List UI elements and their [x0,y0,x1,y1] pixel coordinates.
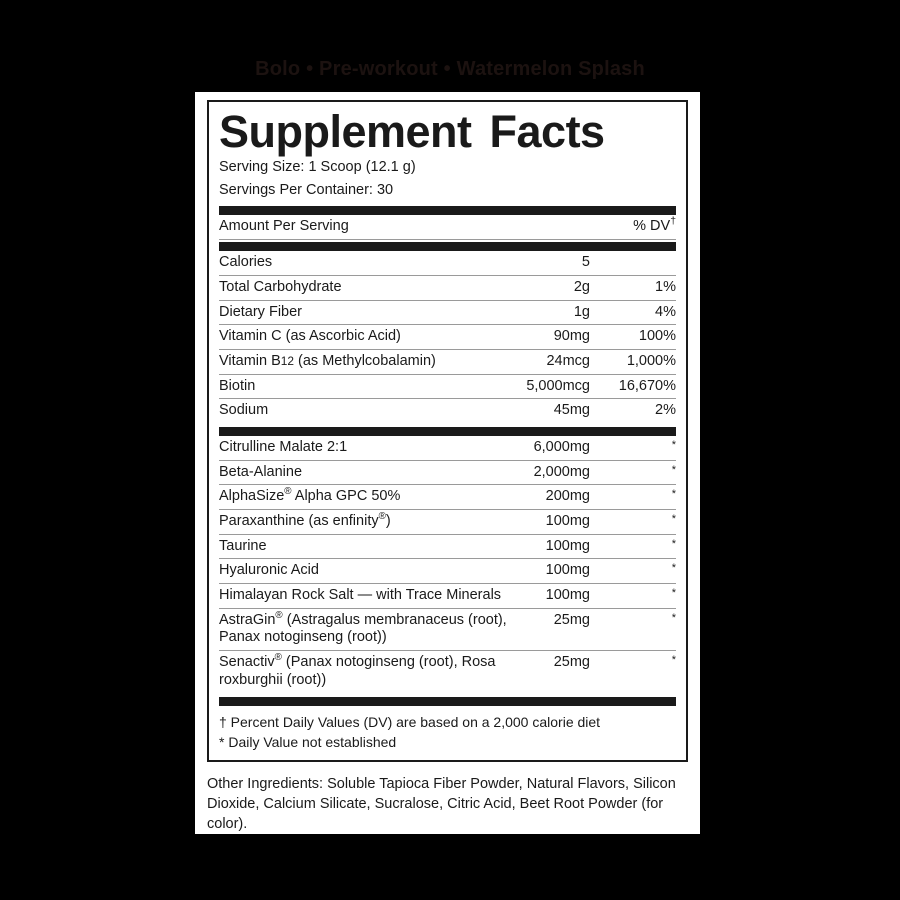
table-row: Sodium 45mg 2% [219,399,676,423]
servings-per-container-line: Servings Per Container: 30 [219,182,394,199]
nutrient-amount: 5,000mcg [505,374,590,400]
ingredient-amount: 25mg [533,608,590,652]
table-row: Himalayan Rock Salt — with Trace Mineral… [219,583,676,609]
ingredient-amount: 2,000mg [533,460,590,486]
ingredient-daily-value: * [671,654,676,667]
ingredient-daily-value: * [590,583,676,609]
ingredient-name: Himalayan Rock Salt — with Trace Mineral… [219,583,534,609]
nutrient-amount: 45mg [553,402,590,419]
ingredient-amount: 100mg [533,534,590,560]
nutrient-name: Calories [219,251,506,276]
ingredient-name: AlphaSize® Alpha GPC 50% [219,484,534,511]
dagger-symbol: † [670,216,676,228]
nutrient-name: Sodium [219,402,269,419]
nutrient-amount: 1g [505,300,590,326]
ingredient-daily-value: * [590,558,676,585]
footnote-dagger: † Percent Daily Values (DV) are based on… [219,713,601,730]
table-row: Citrulline Malate 2:1 6,000mg * [219,435,676,461]
other-ingredients: Other Ingredients: Soluble Tapioca Fiber… [207,776,676,832]
table-row: Paraxanthine (as enfinity®) 100mg * [219,509,676,535]
nutrient-daily-value: 1% [590,275,676,301]
ingredient-amount: 200mg [533,484,590,511]
nutrient-name: Biotin [219,374,506,400]
ingredient-amount: 100mg [533,558,590,585]
table-row: AlphaSize® Alpha GPC 50% 200mg * [219,484,676,511]
blend-table: Citrulline Malate 2:1 6,000mg * Beta-Alanin… [219,435,676,693]
divider-bar-top [219,206,676,216]
nutrient-name: Vitamin C (as Ascorbic Acid) [219,324,506,350]
table-row: Taurine 100mg * [219,534,676,560]
ingredient-daily-value: * [590,460,676,486]
ingredient-daily-value: * [590,484,676,511]
table-row: AstraGin® (Astragalus membranaceus (root… [219,608,676,652]
dv-header-text: % DV [633,218,671,235]
ingredient-daily-value: * [590,509,676,535]
nutrient-daily-value [590,251,676,276]
serving-size-line: Serving Size: 1 Scoop (12.1 g) [219,159,416,176]
ingredient-amount: 100mg [533,509,590,535]
product-title: Bolo • Pre-workout • Watermelon Splash [255,58,645,80]
footnotes-block: † Percent Daily Values (DV) are based on… [219,712,676,753]
ingredient-name: Taurine [219,534,534,560]
ingredient-name: AstraGin® (Astragalus membranaceus (root… [219,608,534,652]
ingredient-daily-value: * [590,608,676,652]
ingredient-name: Citrulline Malate 2:1 [219,435,534,461]
nutrient-daily-value: 2% [655,402,676,419]
ingredient-daily-value: * [590,435,676,461]
supplement-facts-heading: Supplement Facts [219,109,676,154]
table-row: Dietary Fiber 1g 4% [219,300,676,326]
divider-bar-under-header [219,242,676,252]
ingredient-amount: 100mg [533,583,590,609]
amount-per-serving-header: Amount Per Serving [219,215,590,241]
nutrient-name: Dietary Fiber [219,300,506,326]
nutrient-amount: 2g [505,275,590,301]
footnote-asterisk: * Daily Value not established [219,733,397,750]
ingredient-name: Senactiv® (Panax notoginseng (root), Ros… [219,652,496,688]
ingredient-amount: 6,000mg [533,435,590,461]
nutrients-body: Calories 5 Total Carbohydrate 2g 1% Dietary F… [219,251,676,423]
table-row: Vitamin B12 (as Methylcobalamin) 24mcg 1,0… [219,349,676,375]
nutrient-amount: 24mcg [505,349,590,375]
nutrient-name: Total Carbohydrate [219,275,506,301]
table-row: Senactiv® (Panax notoginseng (root), Ros… [219,651,676,693]
ingredient-name: Paraxanthine (as enfinity®) [219,509,534,535]
table-row: Vitamin C (as Ascorbic Acid) 90mg 100% [219,324,676,350]
divider-bar-footnotes [219,696,676,706]
ingredient-name: Beta-Alanine [219,460,534,486]
nutrient-daily-value: 4% [590,300,676,326]
blend-body: Citrulline Malate 2:1 6,000mg * Beta-Alanin… [219,435,676,693]
table-row: Calories 5 [219,251,676,276]
supplement-facts-box: Supplement Facts Serving Size: 1 Scoop (1… [207,100,688,763]
daily-value-header: % DV† [590,215,676,241]
nutrient-amount: 5 [505,251,590,276]
ingredient-amount: 25mg [553,654,590,671]
amount-header-table: Amount Per Serving % DV† [219,215,676,241]
divider-bar-blend [219,426,676,436]
table-row: Beta-Alanine 2,000mg * [219,460,676,486]
nutrient-daily-value: 100% [590,324,676,350]
table-row: Hyaluronic Acid 100mg * [219,558,676,585]
heading-word-facts: Facts [489,106,606,157]
table-row: Biotin 5,000mcg 16,670% [219,374,676,400]
nutrients-table: Calories 5 Total Carbohydrate 2g 1% Dietary F… [219,251,676,423]
nutrient-amount: 90mg [505,324,590,350]
nutrient-daily-value: 16,670% [590,374,676,400]
supplement-facts-panel: Supplement Facts Serving Size: 1 Scoop (1… [195,92,700,834]
ingredient-daily-value: * [590,534,676,560]
table-row: Total Carbohydrate 2g 1% [219,275,676,301]
table-header-row: Amount Per Serving % DV† [219,215,676,241]
heading-word-supplement: Supplement [219,106,472,157]
nutrient-name: Vitamin B12 (as Methylcobalamin) [219,349,506,375]
nutrient-daily-value: 1,000% [590,349,676,375]
ingredient-name: Hyaluronic Acid [219,558,534,585]
